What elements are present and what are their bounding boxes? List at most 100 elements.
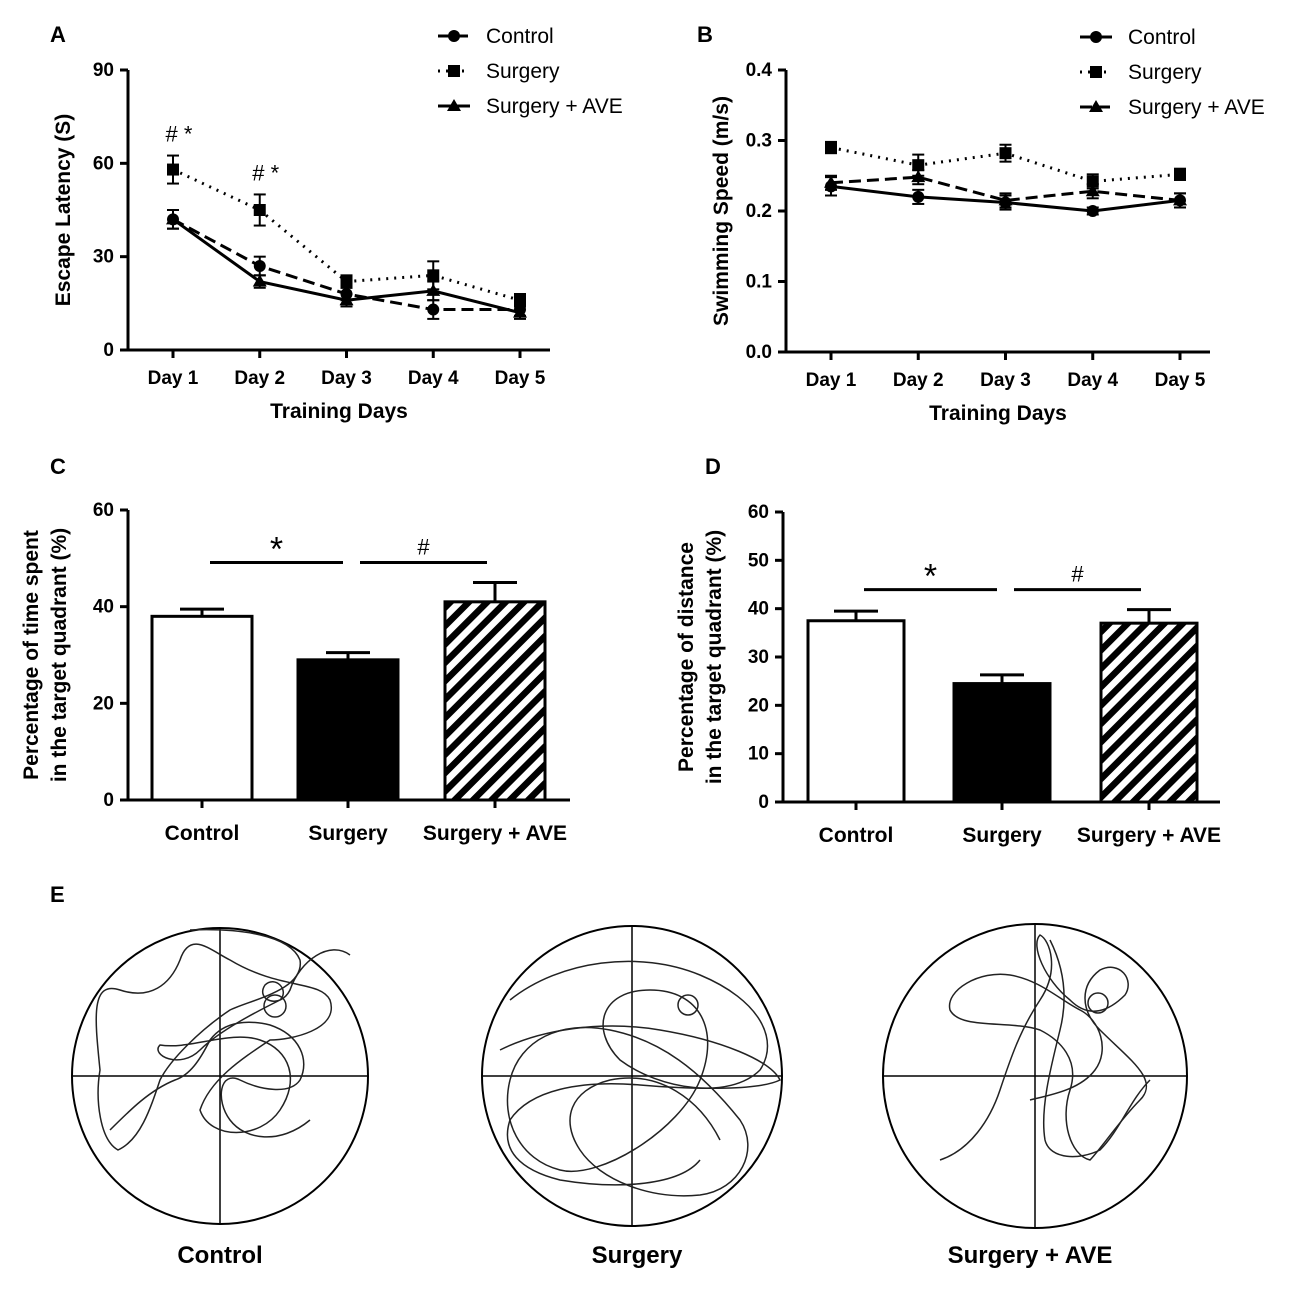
x-tick-label: Day 4 xyxy=(408,368,459,389)
data-point xyxy=(1174,168,1186,181)
comparison-symbol: # xyxy=(1071,562,1084,587)
x-tick-label: Day 5 xyxy=(1155,370,1206,391)
comparison-symbol: # xyxy=(417,535,430,560)
data-point xyxy=(912,190,925,203)
legend-marker xyxy=(448,30,460,42)
data-point xyxy=(427,303,440,316)
x-tick-label: Day 4 xyxy=(1067,370,1118,391)
legend-marker xyxy=(1090,31,1102,43)
series-line xyxy=(830,175,1181,202)
y-tick-label: 0.2 xyxy=(746,201,772,222)
series-surgery-ave xyxy=(824,169,1187,209)
x-axis-title: Training Days xyxy=(929,402,1067,425)
panel-label-c: C xyxy=(50,454,66,479)
y-tick-label: 60 xyxy=(93,500,114,521)
x-tick-label: Day 1 xyxy=(148,368,199,389)
y-tick-label: 50 xyxy=(748,550,769,571)
legend-label: Surgery xyxy=(1128,61,1202,84)
x-tick-label: Control xyxy=(819,824,894,847)
x-tick-label: Day 5 xyxy=(495,368,546,389)
maze-control xyxy=(71,927,369,1225)
maze-surgery xyxy=(481,925,783,1227)
data-point xyxy=(253,260,266,272)
data-point xyxy=(825,141,837,154)
legend-marker xyxy=(448,65,460,77)
x-tick-label: Day 3 xyxy=(980,370,1031,391)
y-tick-label: 30 xyxy=(748,647,769,668)
chart-a: 0 30 60 90 Day 1 Day 2 Day 3 Day 4 Day 5 Training… xyxy=(52,25,623,423)
legend-label: Control xyxy=(1128,26,1196,49)
y-tick-label: 10 xyxy=(748,744,769,765)
legend-label: Control xyxy=(486,25,554,48)
series-surgery-ave xyxy=(166,209,527,320)
maze-label-control: Control xyxy=(177,1242,262,1269)
data-point xyxy=(1085,184,1100,197)
panel-label-b: B xyxy=(697,22,713,47)
y-tick-label: 60 xyxy=(93,153,114,174)
legend-label: Surgery + AVE xyxy=(1128,96,1265,119)
y-tick-label: 40 xyxy=(93,597,114,618)
series-surgery xyxy=(825,140,1186,190)
significance-label: # * xyxy=(252,160,279,185)
y-tick-label: 60 xyxy=(748,502,769,523)
data-point xyxy=(513,305,527,318)
data-point xyxy=(167,163,179,176)
bar xyxy=(443,600,547,802)
x-tick-label: Surgery + AVE xyxy=(423,822,567,845)
data-point xyxy=(253,204,266,216)
y-axis-title-line1: Percentage of distance xyxy=(675,542,698,772)
maze-paths xyxy=(71,923,1188,1229)
y-tick-label: 0.0 xyxy=(746,342,772,363)
y-tick-label: 90 xyxy=(93,60,114,81)
series-surgery xyxy=(167,154,526,308)
bar xyxy=(296,658,400,802)
maze-surgery-ave xyxy=(882,923,1188,1229)
data-point xyxy=(252,274,267,287)
y-axis-title: Escape Latency (S) xyxy=(52,114,75,307)
bar xyxy=(952,682,1052,804)
comparison-symbol: * xyxy=(924,558,937,596)
x-axis-title: Training Days xyxy=(270,400,408,423)
y-tick-label: 20 xyxy=(93,693,114,714)
data-point xyxy=(1173,193,1187,206)
y-axis-title-line2: in the target quadrant (%) xyxy=(48,528,71,782)
x-tick-label: Surgery + AVE xyxy=(1077,824,1221,847)
y-tick-label: 0 xyxy=(103,340,114,361)
legend-marker xyxy=(1090,66,1102,78)
data-point xyxy=(340,275,353,288)
bar xyxy=(806,619,906,804)
data-point xyxy=(427,269,440,282)
maze-label-surgery: Surgery xyxy=(592,1242,683,1269)
significance-label: # * xyxy=(166,122,193,147)
chart-c: 0 20 40 60 Control Surgery Surgery + AVE Percen… xyxy=(20,500,570,845)
data-point xyxy=(999,147,1012,160)
y-tick-label: 20 xyxy=(748,695,769,716)
x-tick-label: Surgery xyxy=(308,822,388,845)
y-tick-label: 30 xyxy=(93,247,114,268)
panel-label-a: A xyxy=(50,22,66,47)
chart-d: 0 10 20 30 40 50 60 Control Surgery Surgery + AVE… xyxy=(675,502,1221,847)
y-tick-label: 0.4 xyxy=(746,60,773,81)
y-tick-label: 0 xyxy=(758,792,769,813)
data-point xyxy=(1086,205,1099,217)
y-tick-label: 0.3 xyxy=(746,131,772,152)
data-point xyxy=(998,193,1013,206)
y-axis-title-line1: Percentage of time spent xyxy=(20,530,43,780)
x-tick-label: Day 2 xyxy=(234,368,285,389)
panel-label-e: E xyxy=(50,882,65,907)
legend-marker xyxy=(447,99,461,111)
y-tick-label: 0 xyxy=(103,790,114,811)
bar xyxy=(150,614,254,802)
bar xyxy=(1099,621,1199,804)
y-tick-label: 0.1 xyxy=(746,272,773,293)
x-tick-label: Surgery xyxy=(962,824,1042,847)
legend-label: Surgery + AVE xyxy=(486,95,623,118)
panel-label-d: D xyxy=(705,454,721,479)
y-axis-title-line2: in the target quadrant (%) xyxy=(703,530,726,784)
x-tick-label: Day 3 xyxy=(321,368,372,389)
data-point xyxy=(426,283,441,296)
x-tick-label: Day 1 xyxy=(806,370,857,391)
legend-marker xyxy=(1089,100,1103,112)
maze-label-surgery-ave: Surgery + AVE xyxy=(948,1242,1113,1269)
